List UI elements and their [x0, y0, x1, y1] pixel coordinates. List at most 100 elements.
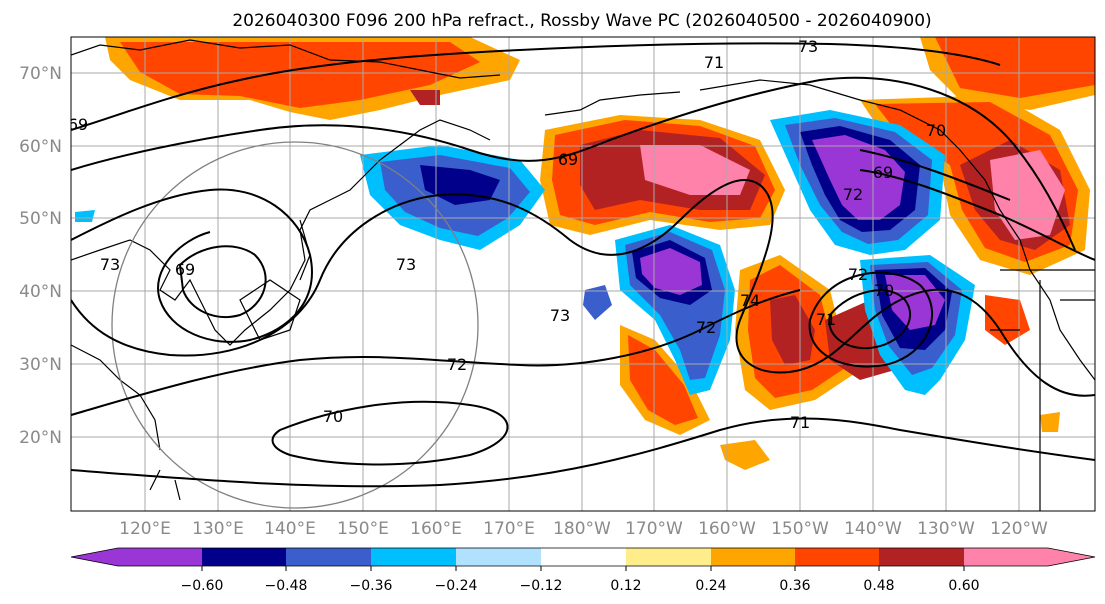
anomaly-positive: [628, 335, 698, 425]
contour-line: [859, 149, 1011, 201]
lon-label: 170°W: [625, 519, 683, 539]
colorbar-segment: [795, 548, 879, 566]
anomaly-negative: [583, 285, 612, 320]
contour-label: 72: [696, 318, 716, 337]
colorbar-tick-label: −0.24: [435, 578, 478, 594]
contour-line: [859, 169, 1095, 261]
colorbar-tick-label: −0.60: [181, 578, 224, 594]
anomaly-negative: [75, 210, 95, 222]
map-area: 73 71 70 69 73 69 73 72 70 69 72 73 74 7…: [68, 37, 1095, 511]
colorbar-segment: [626, 548, 711, 566]
anomaly-positive: [935, 37, 1095, 98]
anomaly-negative: [885, 275, 945, 330]
contour-label: 70: [874, 281, 894, 300]
contour-label: 73: [798, 37, 818, 56]
contour-line: [271, 400, 509, 466]
anomaly-positive: [720, 440, 770, 470]
contour-label: 69: [558, 150, 578, 169]
lon-label: 130°E: [192, 519, 244, 539]
colorbar-tick-label: 0.24: [695, 578, 726, 594]
lon-label: 150°W: [771, 519, 829, 539]
contour-label: 70: [323, 407, 343, 426]
lon-label: 150°E: [337, 519, 389, 539]
anomaly-positive: [770, 295, 815, 365]
contour-line: [178, 245, 267, 318]
contour-label: 70: [926, 121, 946, 140]
lat-label: 70°N: [19, 64, 62, 84]
colorbar-segment: [371, 548, 456, 566]
coastline: [544, 91, 681, 116]
lon-label: 120°W: [990, 519, 1048, 539]
lon-label: 140°E: [264, 519, 316, 539]
lon-label: 140°W: [844, 519, 902, 539]
anomaly-positive: [410, 90, 440, 105]
lon-label: 170°E: [483, 519, 535, 539]
lon-label: 160°E: [410, 519, 462, 539]
graticule: [71, 37, 1095, 511]
colorbar-tick-label: −0.48: [265, 578, 308, 594]
colorbar-tick-label: −0.36: [350, 578, 393, 594]
colorbar-segment: [286, 548, 371, 566]
lon-label: 120°E: [119, 519, 171, 539]
colorbar-extend-max: [964, 548, 1095, 566]
colorbar: −0.60 −0.48 −0.36 −0.24 −0.12 0.12 0.24 …: [70, 547, 1096, 594]
colorbar-segment: [879, 548, 964, 566]
contour-label: 69: [175, 260, 195, 279]
contour-label: 73: [550, 306, 570, 325]
contour-label: 71: [790, 413, 810, 432]
contour-line: [71, 289, 801, 416]
map-title: 2026040300 F096 200 hPa refract., Rossby…: [232, 11, 931, 31]
coastline: [149, 469, 181, 501]
lon-label: 160°W: [698, 519, 756, 539]
coastline: [71, 119, 491, 346]
colorbar-segment: [456, 548, 541, 566]
colorbar-tick-label: 0.48: [863, 578, 894, 594]
contour-label: 69: [68, 115, 88, 134]
anomaly-negative: [640, 248, 702, 295]
contour-line: [71, 76, 1076, 251]
contour-line: [828, 289, 911, 350]
coastline: [71, 39, 501, 79]
lon-label: 180°W: [553, 519, 611, 539]
contour-line: [71, 42, 1001, 131]
contour-label: 71: [816, 310, 836, 329]
colorbar-tick-label: 0.12: [610, 578, 641, 594]
colorbar-segment: [202, 548, 286, 566]
longitude-labels: 120°E 130°E 140°E 150°E 160°E 170°E 180°…: [119, 519, 1048, 539]
contour-label: 71: [704, 53, 724, 72]
coastline: [699, 79, 1095, 381]
contour-label: 69: [873, 163, 893, 182]
coastlines: [71, 39, 1095, 511]
contour-line: [71, 179, 1095, 397]
contour-line: [808, 271, 934, 368]
contour-line: [71, 188, 313, 343]
colorbar-tick-label: 0.60: [948, 578, 979, 594]
lat-label: 50°N: [19, 209, 62, 229]
anomaly-positive: [1040, 412, 1060, 432]
reference-circle: [111, 141, 479, 509]
lat-label: 20°N: [19, 428, 62, 448]
contour-label: 74: [740, 291, 760, 310]
colorbar-extend-min: [71, 548, 118, 566]
contour-label: 72: [843, 185, 863, 204]
colorbar-tick-label: 0.36: [779, 578, 810, 594]
lat-label: 40°N: [19, 282, 62, 302]
coastline: [71, 344, 161, 451]
refractivity-contours: [71, 42, 1095, 488]
contour-label: 72: [848, 265, 868, 284]
lon-label: 130°W: [917, 519, 975, 539]
lat-label: 60°N: [19, 137, 62, 157]
latitude-labels: 70°N 60°N 50°N 40°N 30°N 20°N: [19, 64, 62, 448]
anomaly-positive: [640, 145, 750, 195]
colorbar-segment: [118, 548, 202, 566]
contour-label: 73: [100, 255, 120, 274]
map-frame: [70, 36, 1096, 512]
colorbar-segment: [541, 548, 626, 566]
contour-label: 72: [447, 355, 467, 374]
lat-label: 30°N: [19, 355, 62, 375]
colorbar-tick-label: −0.12: [520, 578, 563, 594]
contour-labels: 73 71 70 69 73 69 73 72 70 69 72 73 74 7…: [68, 37, 946, 432]
anomaly-negative: [812, 135, 905, 220]
contour-line: [71, 417, 1095, 488]
